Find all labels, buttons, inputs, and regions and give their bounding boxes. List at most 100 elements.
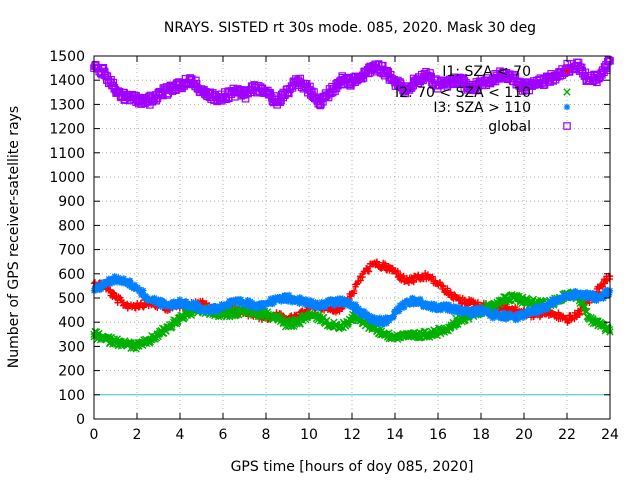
data-point-fill — [94, 282, 102, 289]
data-point-fill — [120, 275, 127, 282]
data-point-fill — [216, 306, 223, 314]
data-point-fill — [375, 320, 382, 328]
data-point-fill — [113, 279, 121, 286]
x-tick-label: 2 — [133, 427, 142, 443]
data-point — [467, 309, 474, 316]
data-point-fill — [394, 267, 401, 275]
data-point-fill — [466, 306, 473, 314]
data-point-fill — [430, 303, 437, 311]
data-point-fill — [308, 297, 315, 305]
y-tick-label: 700 — [58, 243, 85, 259]
x-tick-label: 10 — [300, 427, 318, 443]
data-point-fill — [285, 291, 293, 299]
data-point-fill — [469, 306, 476, 313]
data-point-fill — [460, 309, 467, 317]
data-point-fill — [92, 287, 100, 294]
series-i3-sza-110 — [90, 273, 614, 328]
data-point-fill — [556, 311, 564, 319]
x-tick-label: 8 — [262, 427, 271, 443]
y-tick-label: 0 — [76, 412, 85, 428]
data-point-fill — [540, 303, 547, 310]
data-point-fill — [396, 78, 404, 86]
data-point-fill — [350, 287, 358, 295]
data-point-fill — [604, 286, 611, 294]
data-point-fill — [167, 300, 174, 307]
data-point-fill — [223, 312, 231, 321]
data-point-fill — [365, 268, 373, 275]
data-point-fill — [206, 303, 213, 311]
data-point-fill — [192, 79, 201, 88]
data-point — [456, 306, 463, 314]
x-tick-label: 0 — [90, 427, 99, 443]
data-point-fill — [605, 325, 614, 334]
legend-marker — [563, 122, 571, 130]
data-point-fill — [127, 279, 135, 287]
data-point-fill — [425, 301, 432, 308]
data-point-fill — [110, 290, 118, 297]
data-point-fill — [596, 73, 604, 82]
data-point-fill — [244, 296, 251, 304]
data-point-fill — [428, 300, 435, 307]
data-point-fill — [332, 296, 339, 303]
data-point-fill — [390, 313, 398, 320]
x-tick-label: 4 — [176, 427, 185, 443]
axis-ticks: 0 2 4 6 8 10 12 14 16 18 20 22 240100200300400500600… — [49, 49, 619, 443]
x-tick-label: 22 — [558, 427, 576, 443]
data-point-fill — [191, 304, 198, 312]
data-point-fill — [210, 306, 217, 313]
data-point-fill — [102, 71, 110, 80]
y-tick-label: 300 — [58, 339, 85, 355]
y-tick-label: 800 — [58, 218, 85, 234]
data-point-fill — [439, 282, 447, 290]
data-point-fill — [346, 299, 354, 306]
data-point-fill — [183, 298, 190, 305]
data-point-fill — [474, 299, 482, 306]
data-point-fill — [260, 303, 268, 310]
data-point-fill — [356, 307, 363, 314]
data-point-fill — [401, 303, 408, 310]
data-point-fill — [324, 93, 333, 102]
data-point-fill — [161, 299, 168, 307]
data-point-fill — [222, 95, 231, 103]
data-point-fill — [188, 75, 196, 83]
y-tick-label: 1200 — [49, 122, 85, 138]
legend-label: global — [488, 119, 531, 135]
grid — [94, 56, 610, 419]
data-point-fill — [383, 320, 390, 327]
data-point-fill — [398, 277, 405, 284]
data-point-fill — [583, 289, 591, 296]
data-point-fill — [439, 306, 446, 313]
x-tick-label: 16 — [429, 427, 447, 443]
data-point-fill — [111, 273, 118, 280]
y-tick-label: 1300 — [49, 97, 85, 113]
data-point-fill — [340, 301, 348, 309]
data-point-fill — [278, 298, 285, 305]
data-point-fill — [324, 301, 331, 308]
data-point-fill — [101, 282, 109, 289]
data-point-fill — [131, 281, 139, 288]
data-point-fill — [355, 309, 362, 316]
data-point-fill — [315, 304, 323, 312]
data-point-fill — [242, 301, 249, 308]
data-point-fill — [367, 318, 374, 325]
data-point-fill — [386, 317, 393, 324]
data-point-fill — [317, 100, 325, 108]
data-point-fill — [410, 278, 417, 286]
data-point-fill — [366, 312, 373, 319]
x-tick-label: 20 — [515, 427, 533, 443]
data-point-fill — [168, 304, 175, 311]
data-point-fill — [125, 282, 133, 290]
data-point-fill — [410, 300, 417, 308]
data-point-fill — [126, 277, 134, 285]
data-point-fill — [285, 298, 292, 305]
y-tick-label: 600 — [58, 267, 85, 283]
data-point-fill — [519, 314, 527, 321]
data-point-fill — [416, 295, 424, 303]
data-point-fill — [532, 308, 539, 316]
data-point-fill — [352, 301, 360, 308]
data-point-fill — [140, 287, 147, 294]
data-point-fill — [538, 308, 545, 315]
data-point-fill — [501, 312, 508, 320]
data-point-fill — [522, 294, 531, 303]
